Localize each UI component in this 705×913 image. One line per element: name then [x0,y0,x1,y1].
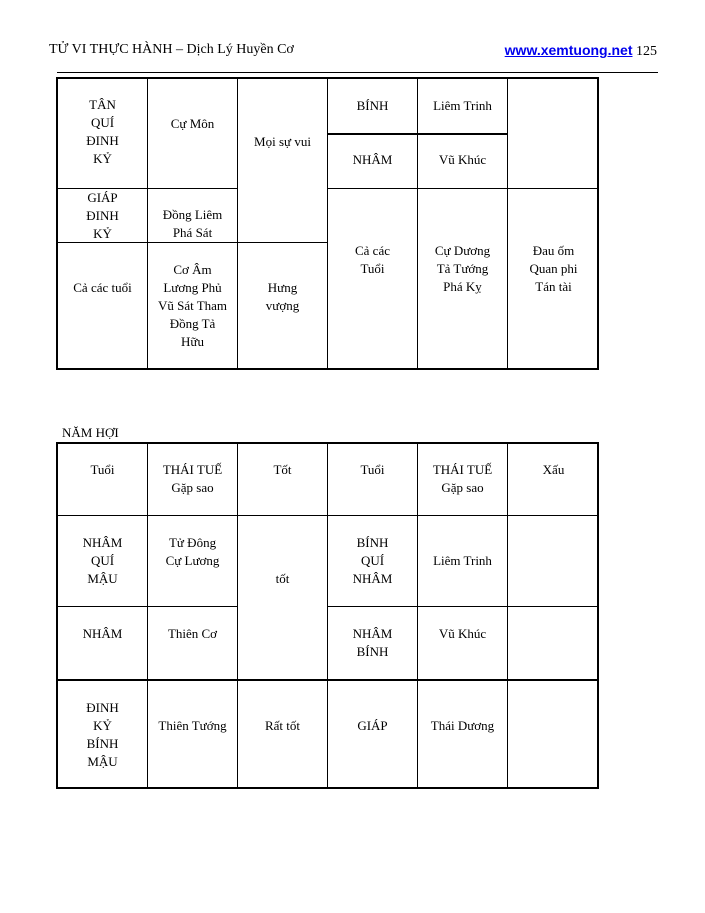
table-upper: TÂN QUÍ ĐINH KỶ Cự Môn Mọi sự vui BÍNH L… [56,77,599,370]
table-cell: NHÂM BÍNH [328,607,418,680]
table-cell: Thiên Tướng [148,681,238,789]
table-cell: ĐINH KỶ BÍNH MẬU [58,681,148,789]
cell-text: Xấu [542,462,565,477]
header-cell: Xấu [508,444,599,516]
cell-text: NHÂM [352,152,393,167]
table-cell: Rất tốt [238,681,328,789]
cell-text: Tuổi [360,462,385,477]
table-cell: Tử Đông Cự Lương [148,516,238,607]
cell-text: Thiên Tướng [158,718,227,733]
running-header-title: TỬ VI THỰC HÀNH – Dịch Lý Huyền Cơ [49,42,294,57]
cell-text: Tử Đông Cự Lương [165,535,220,568]
cell-text: Đau ốm Quan phi Tán tài [529,243,578,294]
section-title: NĂM HỢI [62,425,119,440]
header-rule [57,72,658,73]
table-cell [508,607,599,680]
cell-text: Cơ Âm Lương Phủ Vũ Sát Tham Đồng Tả Hữu [157,262,228,349]
cell-text: ĐINH KỶ BÍNH MẬU [86,700,119,769]
table-cell: Vũ Khúc [418,607,508,680]
cell-text: Thiên Cơ [167,626,218,641]
table-cell: Mọi sự vui [238,79,328,243]
table-cell [508,681,599,789]
cell-text: Cả các Tuổi [354,243,390,276]
table-cell: Liêm Trinh [418,516,508,607]
cell-text: TÂN QUÍ ĐINH KỶ [86,97,119,166]
header-cell: THÁI TUẾ Gặp sao [148,444,238,516]
table-cell: Liêm Trinh [418,79,508,134]
page-number: 125 [636,44,657,59]
running-header-right: www.xemtuong.net 125 [505,42,657,60]
cell-text: Vũ Khúc [438,626,487,641]
cell-text: Cự Môn [170,116,215,131]
header-cell: THÁI TUẾ Gặp sao [418,444,508,516]
table-cell [508,516,599,607]
table-cell: BÍNH [328,79,418,134]
table-cell: Vũ Khúc [418,134,508,189]
table-cell [508,79,599,189]
table-cell: GIÁP ĐINH KỶ [58,189,148,243]
cell-text: Cự Dương Tả Tướng Phá Kỵ [434,243,491,294]
cell-text: tốt [275,571,290,586]
cell-text: Mọi sự vui [254,134,311,149]
table-cell: NHÂM QUÍ MẬU [58,516,148,607]
table-cell: Cả các Tuổi [328,189,418,370]
cell-text: NHÂM BÍNH [352,626,393,659]
thick-divider [328,133,508,135]
cell-text: GIÁP [357,718,388,733]
table-cell: TÂN QUÍ ĐINH KỶ [58,79,148,189]
table-cell: Đau ốm Quan phi Tán tài [508,189,599,370]
cell-text: Vũ Khúc [438,152,487,167]
cell-text: NHÂM [82,626,123,641]
table-cell: Cả các tuổi [58,243,148,370]
cell-text: GIÁP ĐINH KỶ [86,190,119,241]
cell-text: Thái Dương [430,718,495,733]
table-cell: NHÂM [328,134,418,189]
table-cell: Cự Môn [148,79,238,189]
header-cell: Tuổi [58,444,148,516]
table-cell: Cơ Âm Lương Phủ Vũ Sát Tham Đồng Tả Hữu [148,243,238,370]
cell-text: Tốt [273,462,292,477]
cell-text: Rất tốt [264,718,301,733]
header-cell: Tuổi [328,444,418,516]
table-cell: GIÁP [328,681,418,789]
table-nam-hoi: Tuổi THÁI TUẾ Gặp sao Tốt Tuổi THÁI TUẾ … [56,442,599,789]
cell-text: Liêm Trinh [433,553,492,568]
cell-text: THÁI TUẾ Gặp sao [432,462,493,495]
cell-text: Tuổi [90,462,115,477]
table-cell: tốt [238,516,328,680]
table-cell: NHÂM [58,607,148,680]
cell-text: THÁI TUẾ Gặp sao [162,462,223,495]
cell-text: BÍNH QUÍ NHÂM [352,535,393,586]
table-cell: BÍNH QUÍ NHÂM [328,516,418,607]
table-cell: Thái Dương [418,681,508,789]
table-cell: Cự Dương Tả Tướng Phá Kỵ [418,189,508,370]
table-cell: Đồng Liêm Phá Sát [148,189,238,243]
cell-text: Đồng Liêm Phá Sát [162,207,223,240]
cell-text: Liêm Trinh [433,98,492,113]
cell-text: Cả các tuổi [73,280,132,295]
table-cell: Hưng vượng [238,243,328,370]
cell-text: Hưng vượng [265,280,300,313]
table-cell: Thiên Cơ [148,607,238,680]
thick-divider [58,679,599,681]
cell-text: NHÂM QUÍ MẬU [82,535,123,586]
header-cell: Tốt [238,444,328,516]
cell-text: BÍNH [356,98,389,113]
website-link[interactable]: www.xemtuong.net [504,42,633,58]
